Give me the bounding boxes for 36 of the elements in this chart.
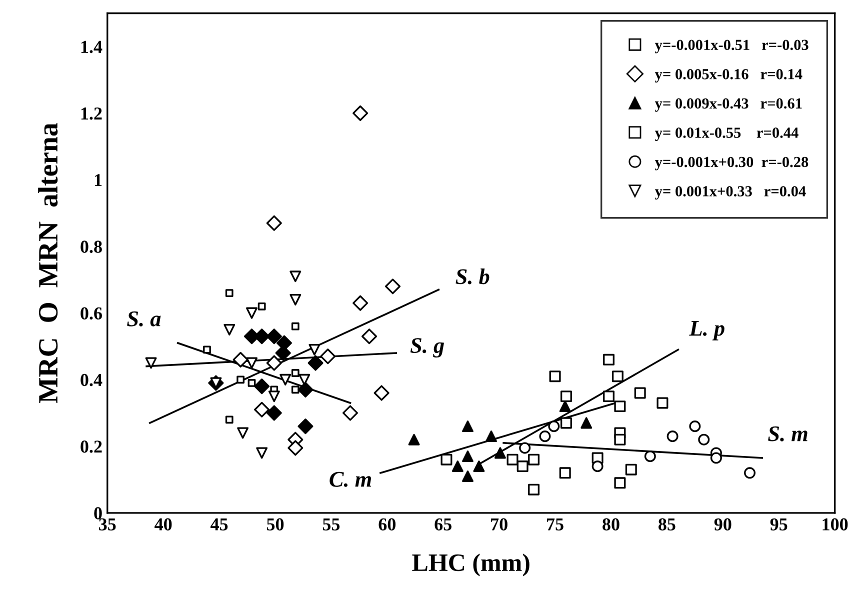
x-tick-label: 85 [658, 518, 676, 530]
x-tick-label: 70 [491, 518, 508, 530]
y-tick-label: 0.6 [80, 307, 102, 320]
x-tick-label: 40 [154, 518, 172, 530]
y-tick-label: 0.2 [80, 440, 102, 453]
x-tick-label: 80 [602, 518, 620, 530]
annotation: S. g [410, 338, 444, 358]
y-tick-label: 0.4 [80, 374, 102, 386]
x-axis-title: LHC (mm) [412, 554, 530, 576]
x-tick-label: 50 [266, 518, 284, 530]
y-tick-label: 1.2 [81, 107, 102, 120]
legend-label: y= 0.01x-0.55 r=0.44 [654, 128, 798, 142]
y-tick-label: 1.4 [81, 40, 102, 54]
y-axis-title: MRC O MRN alterna [38, 123, 58, 404]
legend-label: y= 0.005x-0.16 r=0.14 [654, 69, 802, 82]
x-tick-label: 90 [714, 518, 732, 530]
annotation: S. b [456, 268, 490, 284]
annotation: C. m [330, 472, 372, 487]
y-tick-label: 0.8 [80, 240, 102, 253]
x-tick-label: 55 [322, 518, 340, 530]
legend-label: y=-0.001x+0.30 r=-0.28 [654, 156, 808, 170]
annotation: S. m [768, 426, 808, 442]
x-tick-label: 65 [434, 518, 452, 530]
legend-label: y= 0.009x-0.43 r=0.61 [654, 98, 802, 112]
annotation: L. p [689, 321, 724, 340]
x-tick-label: 45 [210, 518, 228, 530]
legend-label: y= 0.001x+0.33 r=0.04 [654, 186, 806, 200]
annotation: S. a [127, 311, 161, 326]
y-tick-label: 1 [94, 174, 102, 186]
x-tick-label: 95 [770, 518, 788, 530]
x-tick-label: 35 [99, 518, 116, 530]
x-tick-label: 75 [547, 518, 564, 530]
legend-label: y=-0.001x-0.51 r=-0.03 [654, 40, 808, 54]
y-tick-label: 0 [94, 507, 102, 520]
x-tick-label: 100 [822, 518, 848, 530]
x-tick-label: 60 [378, 518, 396, 530]
